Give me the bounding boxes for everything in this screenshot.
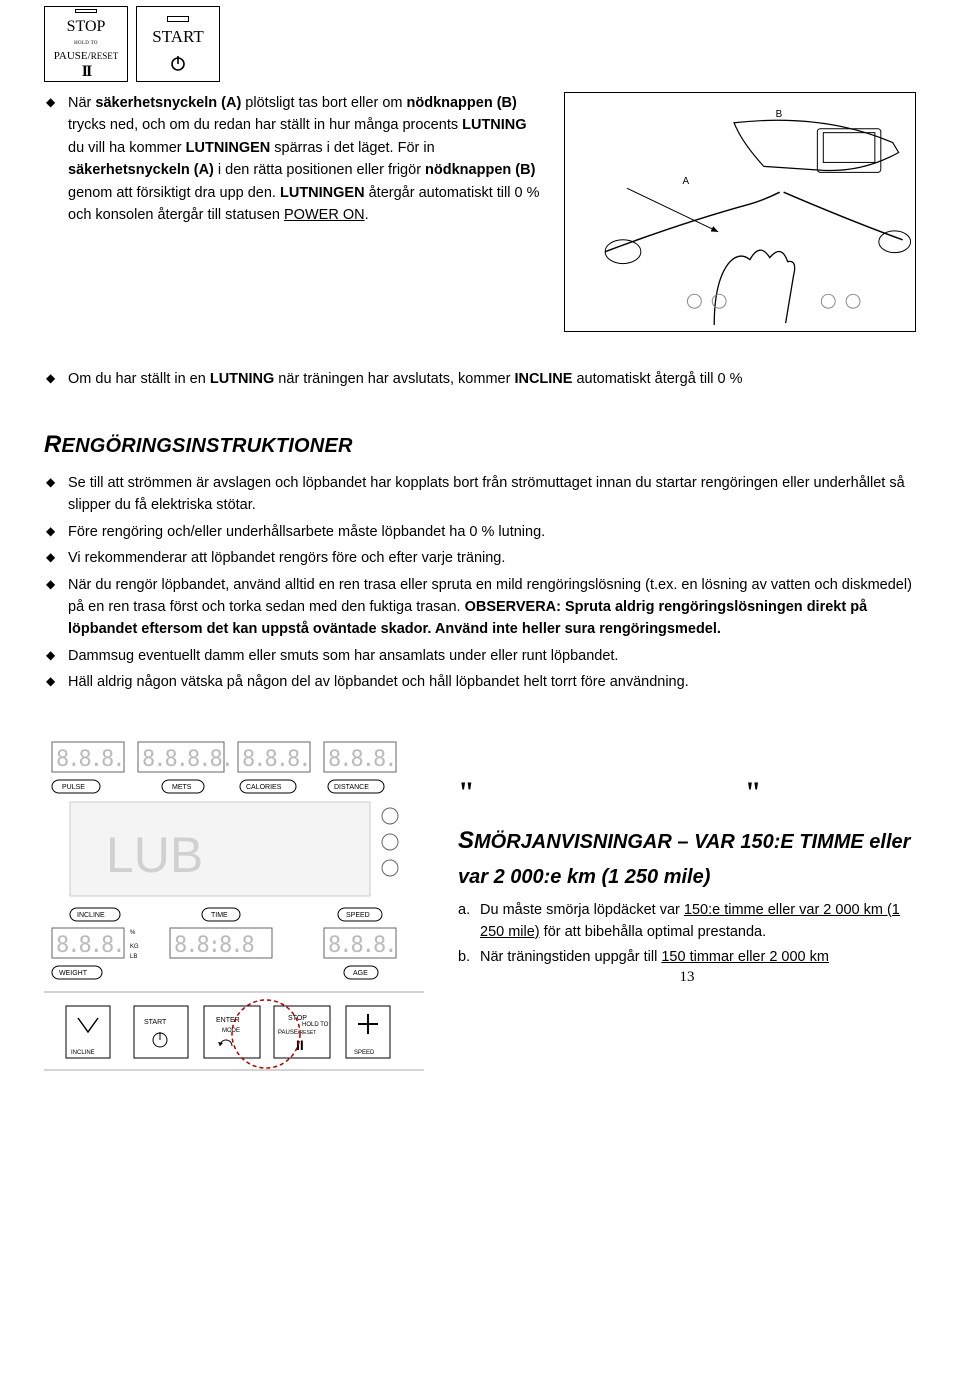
hold-label: HOLD TO bbox=[74, 40, 98, 48]
svg-text:METS: METS bbox=[172, 784, 192, 791]
svg-text:INCLINE: INCLINE bbox=[77, 912, 105, 919]
reset-label: RESET bbox=[91, 51, 119, 61]
cleaning-item: När du rengör löpbandet, använd alltid e… bbox=[44, 574, 916, 641]
svg-text:8.8.8.: 8.8.8. bbox=[242, 747, 309, 772]
svg-text:8.8.8.8.: 8.8.8.8. bbox=[142, 747, 232, 772]
page-number: 13 bbox=[458, 966, 916, 989]
svg-text:MODE: MODE bbox=[222, 1028, 240, 1034]
lubrication-heading: SMÖRJANVISNINGAR – VAR 150:E TIMME eller bbox=[458, 822, 916, 859]
svg-text:CALORIES: CALORIES bbox=[246, 784, 282, 791]
quote-marks: " " bbox=[458, 770, 916, 817]
stop-label: STOP bbox=[67, 15, 106, 40]
start-button-diagram: START bbox=[136, 6, 220, 82]
svg-text:8.8.8.: 8.8.8. bbox=[56, 747, 123, 772]
svg-text:AGE: AGE bbox=[353, 970, 368, 977]
svg-text:WEIGHT: WEIGHT bbox=[59, 970, 88, 977]
svg-text:SPEED: SPEED bbox=[354, 1050, 375, 1056]
lubrication-list: a. Du måste smörja löpdäcket var 150:e t… bbox=[458, 899, 916, 968]
cleaning-list: Se till att strömmen är avslagen och löp… bbox=[44, 472, 916, 694]
svg-text:KG: KG bbox=[130, 944, 139, 950]
svg-text:8.8.8.: 8.8.8. bbox=[56, 933, 123, 958]
pause-icon: II bbox=[82, 65, 90, 79]
console-figure: 8.8.8. 8.8.8.8. 8.8.8. 8.8.8. PULSE METS… bbox=[44, 734, 424, 1084]
cleaning-heading: RENGÖRINGSINSTRUKTIONER bbox=[44, 426, 916, 463]
top-button-diagrams: STOP HOLD TO PAUSE/RESET II START bbox=[44, 6, 916, 82]
svg-text:ENTER: ENTER bbox=[216, 1017, 240, 1024]
svg-text:8.8.8.: 8.8.8. bbox=[328, 933, 395, 958]
svg-text:LB: LB bbox=[130, 954, 137, 960]
lubrication-subheading: var 2 000:e km (1 250 mile) bbox=[458, 862, 916, 893]
start-label: START bbox=[152, 24, 203, 50]
cleaning-item: Dammsug eventuellt damm eller smuts som … bbox=[44, 645, 916, 667]
stop-button-diagram: STOP HOLD TO PAUSE/RESET II bbox=[44, 6, 128, 82]
svg-text:TIME: TIME bbox=[211, 912, 228, 919]
svg-text:SPEED: SPEED bbox=[346, 912, 370, 919]
cleaning-item: Vi rekommenderar att löpbandet rengörs f… bbox=[44, 547, 916, 569]
svg-text:8.8:8.8: 8.8:8.8 bbox=[174, 933, 253, 958]
svg-text:START: START bbox=[144, 1019, 167, 1026]
svg-text:PULSE: PULSE bbox=[62, 784, 85, 791]
treadmill-console-figure: A B bbox=[564, 92, 916, 332]
power-icon bbox=[169, 54, 187, 72]
bullet-safety-key: När säkerhetsnyckeln (A) plötsligt tas b… bbox=[44, 92, 542, 227]
svg-text:8.8.8.: 8.8.8. bbox=[328, 747, 395, 772]
cleaning-item: Se till att strömmen är avslagen och löp… bbox=[44, 472, 916, 517]
lub-item-a: a. Du måste smörja löpdäcket var 150:e t… bbox=[458, 899, 916, 944]
svg-text:LUB: LUB bbox=[106, 827, 203, 883]
svg-text:DISTANCE: DISTANCE bbox=[334, 784, 369, 791]
svg-text:II: II bbox=[296, 1037, 304, 1053]
svg-text:INCLINE: INCLINE bbox=[71, 1050, 95, 1056]
cleaning-item: Häll aldrig någon vätska på någon del av… bbox=[44, 671, 916, 693]
lub-item-b: b. När träningstiden uppgår till 150 tim… bbox=[458, 946, 916, 968]
svg-text:PAUSE/RESET: PAUSE/RESET bbox=[278, 1030, 316, 1036]
label-a: A bbox=[682, 176, 689, 187]
bullet-incline-reset: Om du har ställt in en LUTNING när träni… bbox=[44, 368, 916, 390]
pause-label: PAUSE/ bbox=[54, 50, 91, 62]
svg-text:%: % bbox=[130, 930, 136, 936]
cleaning-item: Före rengöring och/eller underhållsarbet… bbox=[44, 521, 916, 543]
svg-text:HOLD TO: HOLD TO bbox=[302, 1022, 329, 1028]
label-b: B bbox=[776, 109, 783, 120]
